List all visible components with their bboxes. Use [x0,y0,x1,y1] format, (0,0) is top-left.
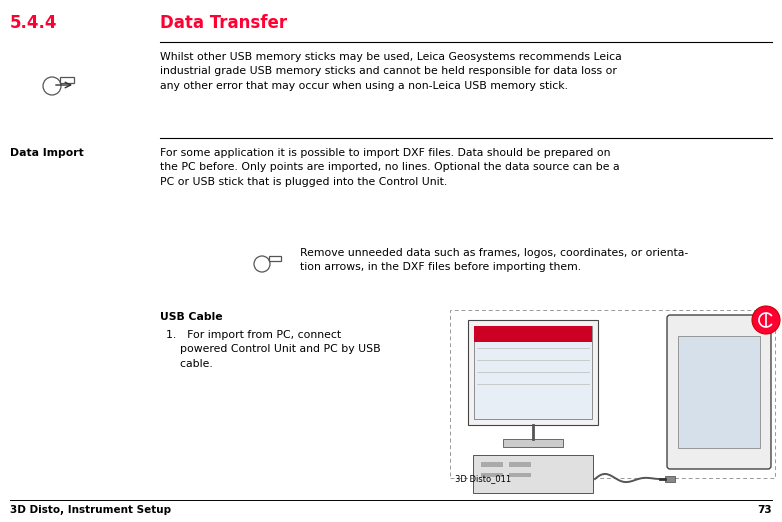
Bar [481,473,503,477]
Text: For some application it is possible to import DXF files. Data should be prepared: For some application it is possible to i… [160,148,619,187]
Text: 5.4.4: 5.4.4 [10,14,58,32]
Text: Data Import: Data Import [10,148,84,158]
Bar [474,326,592,342]
Bar [509,473,531,477]
Bar [509,462,531,467]
FancyBboxPatch shape [667,315,771,469]
Bar [269,256,281,261]
Bar [665,476,675,482]
Bar [503,439,563,447]
Text: Data Transfer: Data Transfer [160,14,287,32]
Text: 3D Disto, Instrument Setup: 3D Disto, Instrument Setup [10,505,171,515]
Text: 1. For import from PC, connect
    powered Control Unit and PC by USB
    cable.: 1. For import from PC, connect powered C… [166,330,381,369]
Bar [60,77,74,83]
Bar [678,336,760,448]
Text: 73: 73 [758,505,772,515]
Bar [474,326,592,419]
Text: 3D Disto_011: 3D Disto_011 [455,474,511,483]
Bar [450,310,775,478]
Bar [481,462,503,467]
Bar [473,455,593,493]
Text: Whilst other USB memory sticks may be used, Leica Geosystems recommends Leica
in: Whilst other USB memory sticks may be us… [160,52,622,91]
Bar [468,320,598,425]
Circle shape [752,306,780,334]
Text: USB Cable: USB Cable [160,312,223,322]
Text: Remove unneeded data such as frames, logos, coordinates, or orienta-
tion arrows: Remove unneeded data such as frames, log… [300,248,688,272]
